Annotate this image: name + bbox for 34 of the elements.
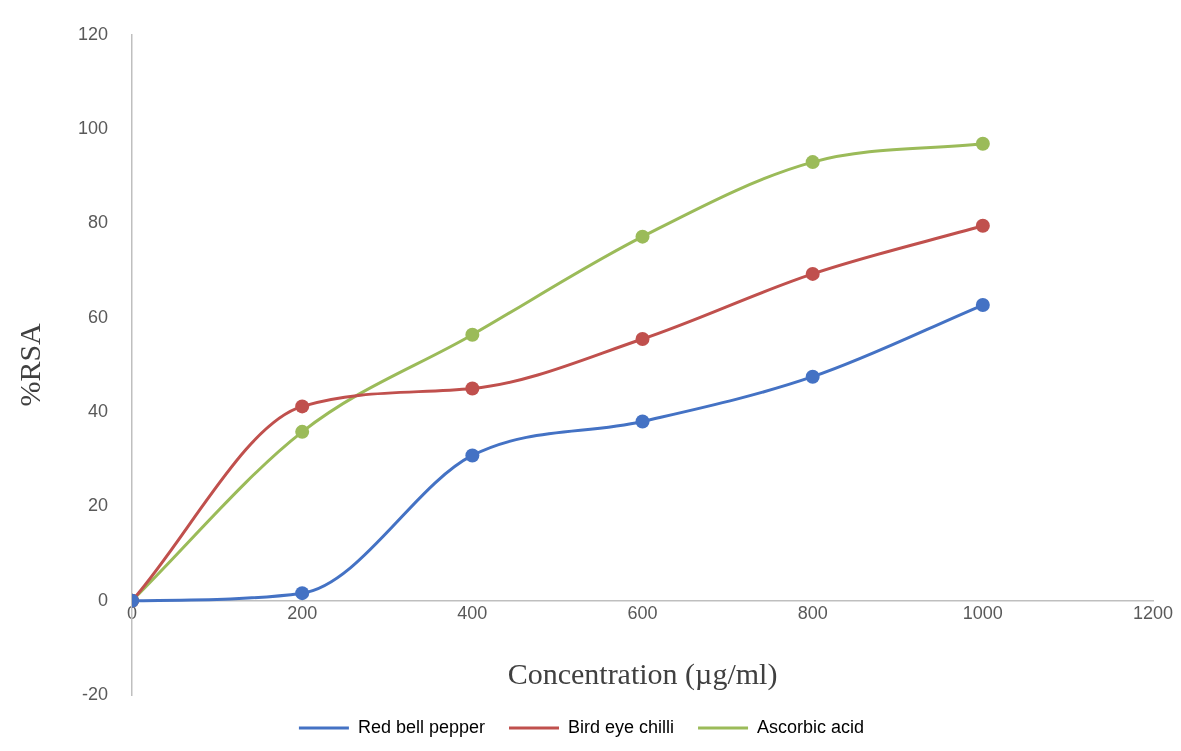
y-tick-label: -20	[82, 683, 109, 704]
y-tick-label: 40	[88, 401, 109, 422]
y-tick-label: 100	[77, 118, 109, 139]
y-tick-label: 80	[88, 212, 109, 233]
y-tick-label: 20	[88, 495, 109, 516]
point	[975, 298, 990, 313]
point	[465, 327, 480, 342]
point	[805, 155, 820, 170]
x-tick-label: 800	[797, 603, 828, 624]
y-tick-label: 0	[98, 589, 109, 610]
x-tick-label: 1000	[962, 603, 1003, 624]
point	[635, 229, 650, 244]
x-tick-label: 600	[627, 603, 658, 624]
point	[805, 369, 820, 384]
point	[635, 414, 650, 429]
legend-label: Red bell pepper	[357, 716, 486, 737]
x-tick-label: 1200	[1132, 603, 1174, 624]
point	[975, 136, 990, 151]
point	[295, 424, 310, 439]
x-axis-title: Concentration (µg/ml)	[507, 657, 778, 692]
legend-label: Ascorbic acid	[757, 716, 865, 737]
point	[295, 586, 310, 601]
x-tick-label: 400	[457, 603, 488, 624]
x-tick-label: 200	[287, 603, 318, 624]
point	[975, 218, 990, 233]
point	[805, 266, 820, 281]
y-tick-label: 120	[77, 23, 109, 44]
y-axis-title: %RSA	[12, 322, 46, 407]
legend-label: Bird eye chilli	[568, 716, 675, 737]
point	[465, 381, 480, 396]
point	[635, 331, 650, 346]
y-tick-label: 60	[88, 306, 109, 327]
point	[465, 448, 480, 463]
point	[295, 399, 310, 414]
